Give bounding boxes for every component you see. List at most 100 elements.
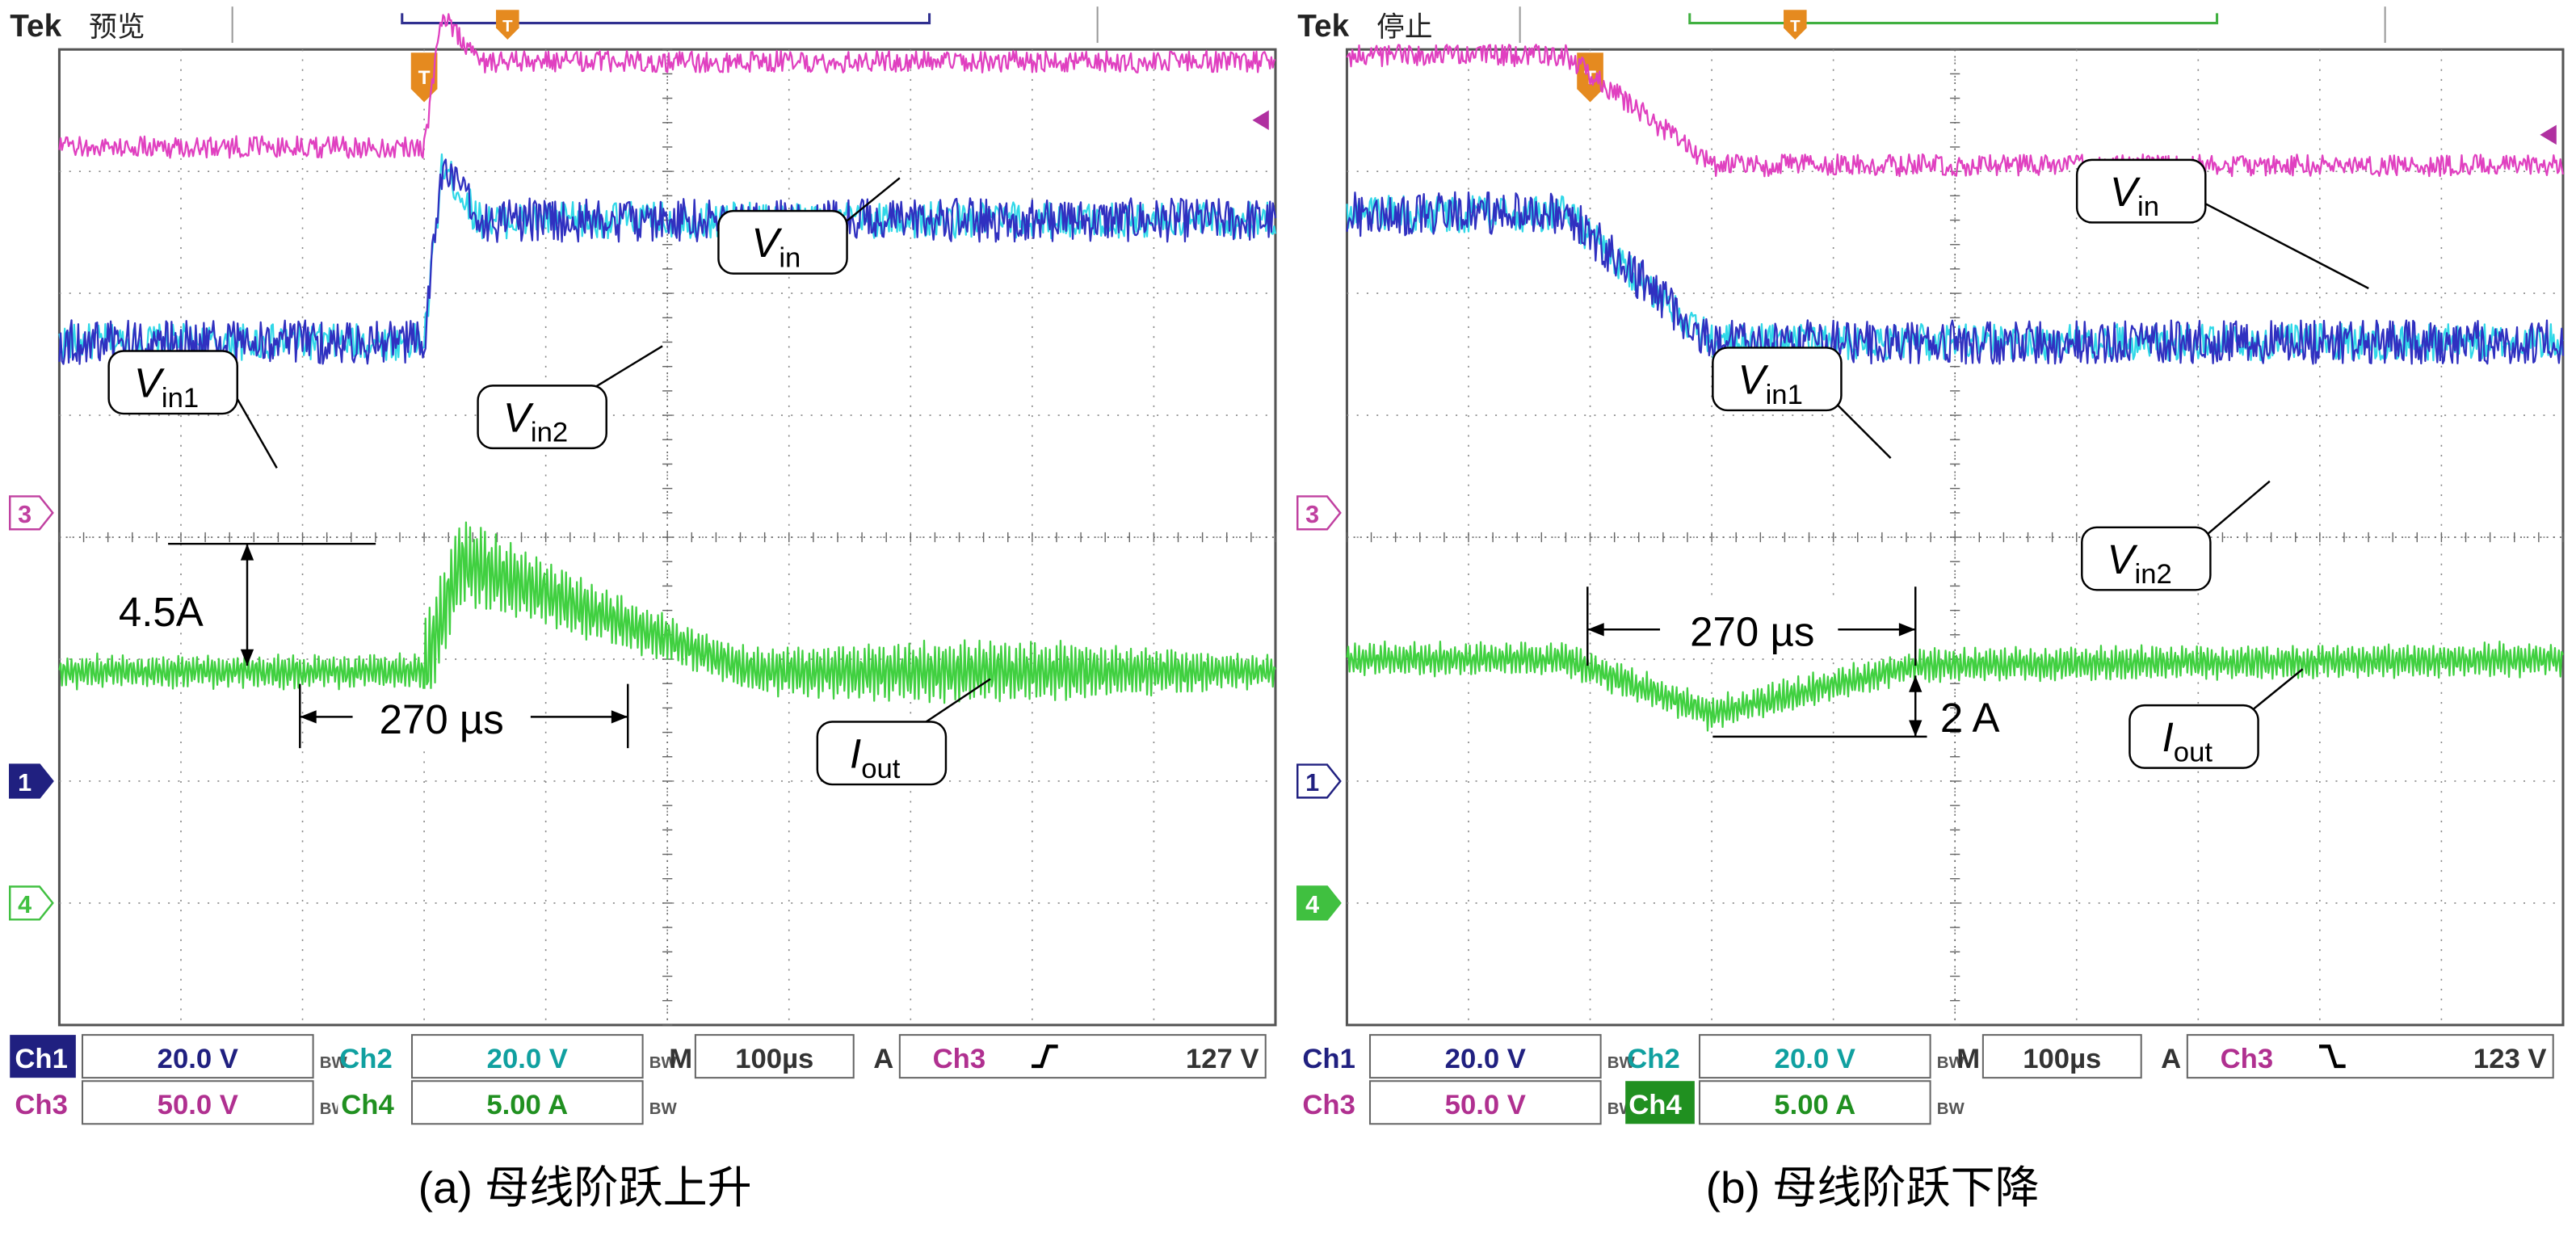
label-vin1: Vin1: [1712, 347, 1892, 459]
trigger-position-icon: [496, 10, 519, 40]
ch3-label: Ch3: [1302, 1090, 1355, 1120]
bw-icon: BW: [320, 1054, 348, 1072]
label-vin2: Vin2: [2081, 480, 2271, 591]
record-window-bar: [401, 13, 931, 25]
ch1-label: Ch1: [15, 1044, 68, 1074]
trigger-marker-icon: [1577, 53, 1603, 103]
scope-panel-inner: Tek 预览 T T 3 1 4 Vin Vin1 Vin2 Iout 4.5A 270 µs Ch1 20…: [9, 6, 1277, 1213]
arrowhead: [300, 710, 317, 724]
trigger-slope-icon: [2319, 1045, 2346, 1069]
trigger-position-label: T: [502, 18, 513, 36]
ch1-value-box: [1368, 1034, 1602, 1079]
annotation-delta-t-text: 270 µs: [380, 696, 504, 742]
ch2-label: Ch2: [1627, 1044, 1680, 1074]
label-iout-leader: [915, 678, 991, 729]
trigger-readout-box: [898, 1034, 1267, 1079]
label-vin2-sub: in2: [2135, 559, 2172, 590]
label-vin1-sub: in1: [1766, 380, 1803, 410]
annotation-delta-i: 2 A: [1712, 675, 2000, 741]
annotation-delta-t: 270 µs: [1586, 586, 1917, 666]
label-vin-text: Vin: [2110, 169, 2159, 222]
trace-vin1: [58, 158, 1277, 365]
trigger-slope-icon: [1032, 1045, 1058, 1069]
trace-vin1: [1346, 191, 2565, 365]
trigger-readout-box: [2186, 1034, 2554, 1079]
timebase-value: 100µs: [735, 1044, 813, 1074]
bw-icon: BW: [1937, 1054, 1965, 1072]
annotation-delta-t-text: 270 µs: [1690, 609, 1814, 655]
trigger-level: 127 V: [1186, 1044, 1259, 1074]
scope-status: 预览: [89, 11, 145, 43]
label-vin-leader: [846, 177, 901, 222]
label-vin2-leader: [2203, 480, 2271, 538]
channel-ref-marker-1: [1296, 763, 1342, 799]
label-vin-box: [717, 209, 848, 275]
channel-ref-label: 3: [1305, 501, 1319, 528]
record-window-bar: [1688, 13, 2219, 25]
ch3-value: 50.0 V: [158, 1090, 238, 1120]
channel-ref-label: 4: [1305, 891, 1319, 918]
ch4-label-bg: [338, 1081, 407, 1124]
label-bg: [1660, 599, 1838, 656]
arrowhead: [1909, 675, 1923, 692]
offset-arrow-icon: [2540, 124, 2557, 145]
scope-panel-a: Tek 预览 T T 3 1 4 Vin Vin1 Vin2 Iout 4.5A 270 µs Ch1 20…: [9, 6, 1277, 1213]
label-vin1: Vin1: [107, 350, 278, 469]
bw-icon: BW: [649, 1100, 678, 1118]
ch2-value-box: [1698, 1034, 1931, 1079]
label-vin-sub: in: [2137, 191, 2159, 222]
ch3-value-box: [1368, 1080, 1602, 1125]
arrowhead: [611, 710, 628, 724]
channel-ref-label: 3: [18, 501, 32, 528]
label-iout-box: [816, 721, 948, 786]
bw-icon: BW: [1937, 1100, 1965, 1118]
label-iout-sub: out: [2174, 737, 2213, 767]
arrowhead: [240, 544, 254, 561]
graticule-grid: [58, 48, 1276, 1026]
label-vin1-box: [107, 350, 238, 415]
channel-ref-label: 4: [18, 891, 32, 918]
timebase-label: M: [669, 1044, 692, 1074]
ch1-label-bg: [10, 1035, 76, 1078]
panel-caption: (a) 母线阶跃上升: [418, 1162, 752, 1213]
trigger-level: 123 V: [2473, 1044, 2547, 1074]
label-vin1-leader: [236, 398, 278, 469]
timebase-label: M: [1956, 1044, 1980, 1074]
ch2-value: 20.0 V: [1775, 1044, 1855, 1074]
label-iout: Iout: [2128, 668, 2304, 769]
channel-ref-marker-1: [9, 763, 54, 799]
trigger-position-icon: [1784, 10, 1807, 40]
ch4-label-bg: [1625, 1081, 1695, 1124]
label-vin2-box: [477, 385, 607, 450]
ch4-value-box: [1698, 1080, 1931, 1125]
label-vin2-leader: [586, 345, 663, 393]
ch4-value: 5.00 A: [1774, 1090, 1855, 1120]
label-iout-box: [2128, 704, 2259, 769]
ch3-label: Ch3: [15, 1090, 68, 1120]
label-vin2-box: [2081, 526, 2212, 591]
trigger-source: Ch3: [2221, 1044, 2274, 1074]
annotation-delta-t: 270 µs: [299, 683, 629, 749]
ch4-value-box: [410, 1080, 644, 1125]
channel-ref-marker-4: [1296, 885, 1342, 921]
ch2-value: 20.0 V: [487, 1044, 568, 1074]
trace-iout: [58, 521, 1276, 712]
arrowhead: [1898, 623, 1916, 637]
trace-vin: [58, 13, 1276, 159]
bw-icon: BW: [649, 1054, 678, 1072]
arrowhead: [1587, 623, 1604, 637]
label-iout-sub: out: [861, 754, 901, 784]
trace-iout: [1346, 640, 2564, 732]
label-iout-text: Iout: [2162, 714, 2213, 767]
trace-vin: [1346, 44, 2565, 178]
ch1-value: 20.0 V: [158, 1044, 238, 1074]
ch4-label: Ch4: [341, 1090, 394, 1120]
ch4-value: 5.00 A: [486, 1090, 568, 1120]
ch3-value: 50.0 V: [1445, 1090, 1526, 1120]
label-vin-leader: [2193, 196, 2369, 290]
channel-ref-marker-3: [1296, 495, 1342, 531]
label-bg: [352, 688, 531, 746]
trigger-position-label: T: [1790, 18, 1801, 36]
